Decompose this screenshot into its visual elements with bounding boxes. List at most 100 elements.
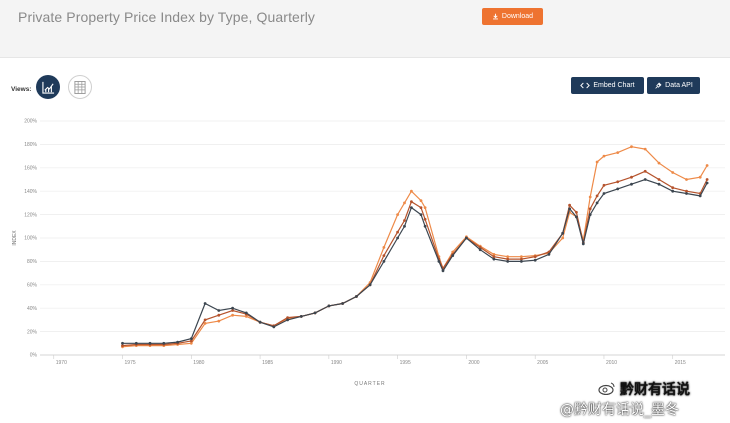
embed-chart-button[interactable]: Embed Chart [571, 77, 644, 94]
data-point-series-2 [396, 230, 399, 234]
watermark: 黔财有话说 @黔财有话说_墨冬 [560, 377, 730, 423]
data-point-series-3 [189, 341, 193, 345]
data-point-series-1 [630, 182, 633, 186]
data-point-series-1 [368, 283, 372, 287]
data-point-series-2 [419, 206, 423, 209]
data-point-series-1 [396, 236, 399, 240]
views-label: Views: [11, 86, 32, 93]
y-tick-label: 120% [24, 212, 37, 218]
data-point-series-2 [602, 183, 606, 187]
data-point-series-3 [403, 201, 406, 205]
data-point-series-2 [616, 180, 620, 184]
data-point-series-2 [685, 189, 688, 193]
data-point-series-1 [286, 318, 289, 322]
series-layer [121, 145, 709, 349]
x-tick-label: 1995 [400, 360, 411, 366]
data-point-series-2 [478, 246, 482, 249]
table-view-icon [74, 80, 86, 94]
y-tick-label: 0% [30, 353, 38, 359]
data-point-series-1 [581, 242, 585, 246]
data-point-series-1 [698, 194, 702, 198]
data-point-series-2 [217, 313, 221, 317]
data-point-series-2 [506, 257, 510, 261]
page-header: Private Property Price Index by Type, Qu… [0, 0, 730, 58]
data-point-series-1 [441, 269, 445, 273]
data-point-series-3 [616, 151, 620, 154]
data-point-series-2 [492, 255, 496, 259]
data-point-series-1 [423, 224, 427, 228]
data-point-series-3 [244, 315, 248, 318]
data-point-series-3 [423, 206, 427, 209]
data-point-series-1 [465, 236, 468, 240]
data-point-series-2 [410, 200, 413, 204]
data-point-series-1 [671, 189, 675, 193]
data-point-series-1 [506, 260, 510, 263]
data-point-series-3 [588, 195, 592, 199]
data-point-series-3 [602, 154, 606, 158]
x-tick-label: 2010 [606, 360, 617, 366]
download-label: Download [501, 13, 534, 20]
data-point-series-1 [451, 254, 455, 257]
table-view-button[interactable] [68, 75, 92, 99]
data-point-series-3 [657, 161, 661, 165]
y-axis-title: INDEX [12, 230, 18, 246]
data-point-series-1 [410, 206, 413, 209]
data-api-button[interactable]: Data API [647, 77, 700, 94]
download-icon [492, 13, 498, 20]
weibo-icon [598, 382, 615, 395]
data-point-series-2 [520, 257, 523, 261]
download-button[interactable]: Download [482, 8, 543, 25]
data-point-series-1 [595, 201, 599, 205]
x-tick-label: 2000 [468, 360, 479, 366]
data-point-series-2 [575, 210, 578, 214]
y-tick-label: 140% [24, 189, 37, 195]
data-point-series-1 [162, 341, 166, 345]
y-tick-label: 160% [24, 166, 37, 172]
data-point-series-3 [698, 175, 702, 179]
data-point-series-1 [533, 258, 537, 262]
data-point-series-3 [595, 160, 599, 164]
y-tick-label: 100% [24, 236, 37, 242]
grid-layer [40, 120, 725, 356]
data-point-series-1 [258, 320, 262, 324]
data-point-series-1 [588, 213, 592, 216]
data-point-series-1 [121, 341, 124, 345]
data-api-label: Data API [665, 82, 693, 89]
x-axis-title: QUARTER [354, 381, 385, 387]
x-tick-label: 1985 [262, 360, 273, 366]
data-point-series-1 [437, 260, 441, 263]
y-tick-label: 40% [27, 306, 38, 312]
line-chart: 0% 20% 40% 60% 80% 100% 120% 140% 160% 180% 200% 19… [12, 119, 725, 387]
data-point-series-1 [547, 253, 551, 256]
page-title: Private Property Price Index by Type, Qu… [18, 9, 316, 25]
data-point-series-3 [705, 164, 709, 167]
data-point-series-2 [643, 169, 647, 173]
y-tick-label: 20% [27, 329, 38, 335]
data-point-series-3 [520, 255, 523, 259]
data-point-series-1 [382, 260, 386, 263]
data-point-series-1 [478, 248, 482, 252]
data-point-series-1 [244, 311, 248, 315]
data-point-series-3 [643, 147, 647, 151]
data-point-series-1 [561, 231, 565, 235]
data-point-series-2 [189, 339, 193, 343]
watermark-title: 黔财有话说 [620, 382, 690, 398]
y-tick-label: 60% [27, 283, 38, 289]
data-point-series-3 [231, 313, 235, 317]
data-point-series-1 [272, 325, 276, 329]
data-point-series-1 [176, 340, 180, 344]
data-point-series-3 [671, 171, 675, 174]
data-point-series-3 [419, 199, 423, 202]
chart-view-button[interactable] [36, 75, 60, 99]
data-point-series-3 [203, 322, 207, 325]
data-point-series-2 [203, 318, 207, 322]
data-point-series-1 [231, 306, 235, 310]
data-point-series-2 [533, 255, 537, 259]
data-point-series-1 [148, 341, 152, 345]
data-point-series-1 [299, 315, 303, 318]
data-point-series-1 [189, 337, 193, 340]
data-point-series-1 [203, 302, 207, 305]
x-tick-label: 1980 [193, 360, 204, 366]
data-point-series-1 [403, 224, 406, 228]
watermark-handle: @黔财有话说_墨冬 [560, 402, 679, 418]
